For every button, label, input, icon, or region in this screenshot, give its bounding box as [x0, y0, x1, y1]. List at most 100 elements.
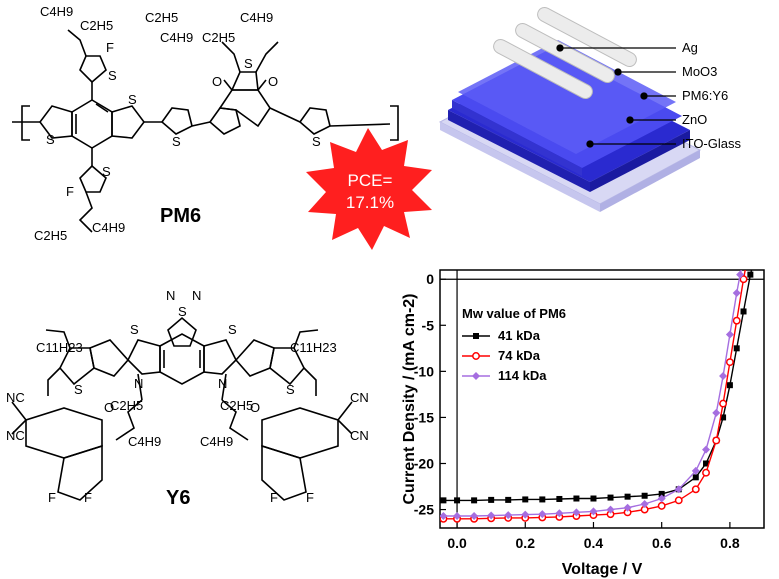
- legend: Mw value of PM6 41 kDa 74 kDa 114 kDa: [462, 306, 566, 383]
- data-point: [640, 500, 649, 509]
- y6-atom-label: N: [134, 376, 143, 391]
- plot-frame: [439, 269, 765, 529]
- y6-atom-label: F: [84, 490, 92, 505]
- data-point: [572, 508, 581, 517]
- data-point: [674, 485, 683, 494]
- data-point: [720, 414, 727, 421]
- data-point: [453, 512, 462, 521]
- pce-badge: PCE= 17.1%: [306, 128, 432, 250]
- y6-atom-label: S: [130, 322, 139, 337]
- pm6-atom-label: S: [244, 56, 253, 71]
- x-axis-title: Voltage / V: [562, 561, 643, 578]
- data-point: [725, 330, 734, 339]
- pm6-atom-label: S: [128, 92, 137, 107]
- pm6-atom-label: S: [108, 68, 117, 83]
- data-point: [589, 507, 598, 516]
- y-tick-label: -10: [414, 363, 434, 379]
- data-point: [472, 372, 480, 380]
- data-point: [657, 494, 666, 503]
- data-point: [702, 445, 711, 454]
- data-point: [590, 495, 597, 502]
- pce-burst-shape: [306, 128, 432, 250]
- y6-atom-label: NC: [6, 390, 25, 405]
- pm6-group-label: C4H9: [92, 220, 125, 235]
- x-tick-label: 0.2: [516, 535, 536, 551]
- x-tick-label: 0.6: [652, 535, 672, 551]
- data-point: [440, 497, 447, 504]
- x-tick-label: 0.8: [720, 535, 740, 551]
- y6-atom-label: S: [74, 382, 83, 397]
- data-point: [556, 495, 563, 502]
- data-point: [658, 490, 665, 497]
- y6-group-label: C2H5: [220, 398, 253, 413]
- data-point: [733, 345, 740, 352]
- y6-atom-label: CN: [350, 390, 369, 405]
- y6-group-label: C11H23: [36, 340, 83, 355]
- pm6-atom-label: F: [66, 184, 74, 199]
- data-point: [487, 511, 496, 520]
- pm6-group-label: C2H5: [80, 18, 113, 33]
- pm6-atom-label: F: [106, 40, 114, 55]
- y6-atom-label: O: [250, 400, 260, 415]
- data-point: [732, 316, 741, 325]
- data-point: [454, 497, 461, 504]
- y-tick-label: -5: [422, 317, 435, 333]
- data-point: [472, 352, 480, 360]
- moo3-layer: [458, 40, 676, 154]
- data-point: [703, 460, 710, 467]
- data-point: [719, 399, 728, 408]
- jv-chart: 0.0 0.2 0.4 0.6 0.8 0 -5 -10 -15 -20 -25 Mw value …: [401, 269, 765, 578]
- pm6-group-label: C2H5: [34, 228, 67, 243]
- y-tick-label: -25: [414, 502, 434, 518]
- pm6-group-label: C2H5: [202, 30, 235, 45]
- layer-label-zno: ZnO: [682, 112, 707, 127]
- y6-atom-label: S: [286, 382, 295, 397]
- pm6-atom-label: O: [212, 74, 222, 89]
- data-point: [747, 271, 754, 278]
- y6-atom-label: N: [192, 288, 201, 303]
- data-point: [504, 511, 513, 520]
- data-point: [692, 474, 699, 481]
- legend-entry: 114 kDa: [498, 368, 547, 383]
- data-point: [739, 275, 748, 284]
- y6-atom-label: S: [178, 304, 187, 319]
- pm6-atom-label: S: [102, 164, 111, 179]
- y6-structure: [11, 316, 353, 501]
- axis-ticks: 0.0 0.2 0.4 0.6 0.8 0 -5 -10 -15 -20 -25: [414, 270, 764, 551]
- data-point: [657, 501, 666, 510]
- ag-electrode: [493, 38, 593, 100]
- pm6-labels: C4H9 C2H5 C2H5 C4H9 C4H9 C2H5 C2H5 C4H9 …: [34, 4, 403, 243]
- data-point: [624, 493, 631, 500]
- data-point: [473, 333, 479, 339]
- y6-group-label: C11H23: [290, 340, 337, 355]
- ag-electrodes: [493, 6, 637, 100]
- layer-label-ag: Ag: [682, 40, 698, 55]
- y6-group-label: C4H9: [200, 434, 233, 449]
- y-tick-label: 0: [426, 271, 434, 287]
- data-point: [471, 497, 478, 504]
- pm6-group-label: C2H5: [145, 10, 178, 25]
- series-line: [443, 270, 746, 520]
- y6-atom-label: CN: [350, 428, 369, 443]
- pm6-atom-label: S: [46, 132, 55, 147]
- data-point: [691, 485, 700, 494]
- y6-atom-label: F: [48, 490, 56, 505]
- data-point: [470, 512, 479, 521]
- data-point: [623, 503, 632, 512]
- legend-entry: 41 kDa: [498, 328, 541, 343]
- x-tick-label: 0.0: [447, 535, 467, 551]
- pm6-group-label: C4H9: [160, 30, 193, 45]
- y6-atom-label: F: [306, 490, 314, 505]
- series-lines: [440, 270, 754, 523]
- data-point: [641, 492, 648, 499]
- y6-atom-label: N: [218, 376, 227, 391]
- data-point: [732, 289, 741, 298]
- layer-label-active: PM6:Y6: [682, 88, 728, 103]
- data-point: [725, 358, 734, 367]
- y6-name: Y6: [166, 487, 190, 509]
- pm6-name: PM6: [160, 205, 201, 227]
- data-point: [691, 466, 700, 475]
- data-point: [606, 505, 615, 514]
- y-tick-label: -15: [414, 409, 434, 425]
